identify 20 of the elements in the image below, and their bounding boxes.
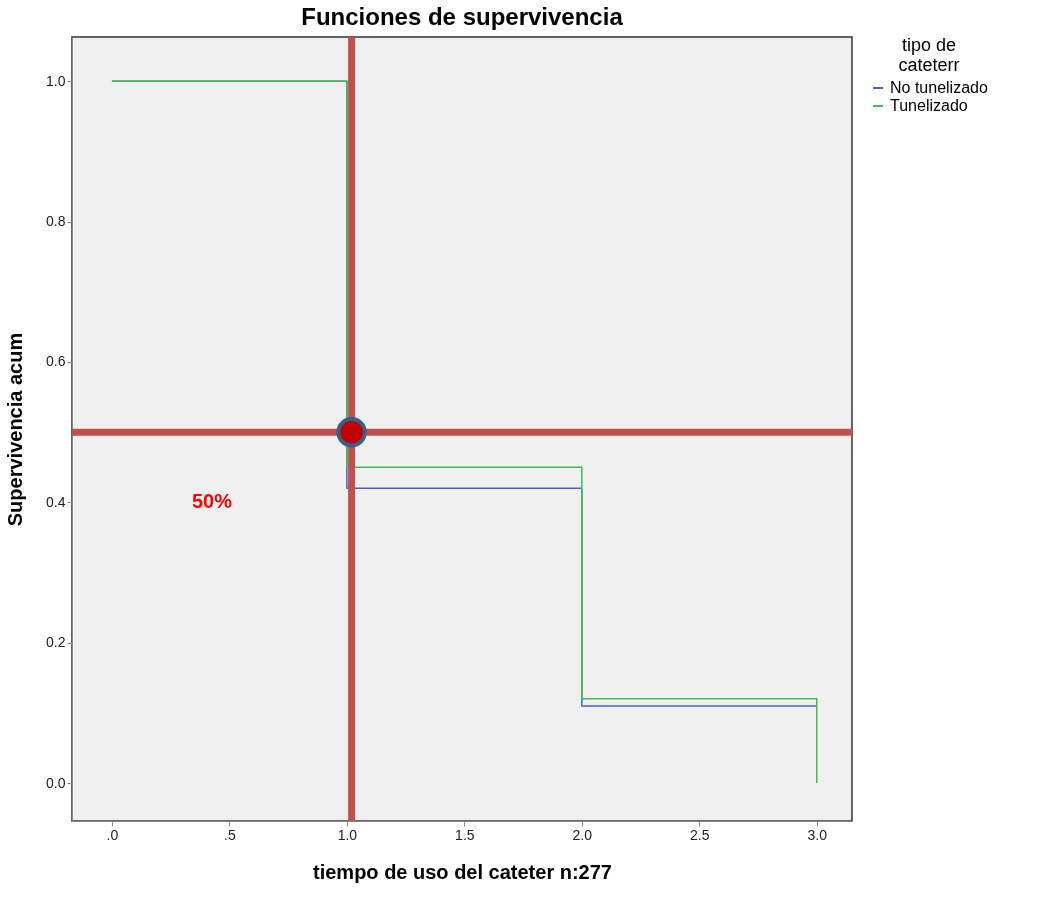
y-tick-label: 0.2: [46, 634, 66, 651]
legend-label: Tunelizado: [890, 97, 968, 114]
x-axis-title: tiempo de uso del cateter n:277: [313, 860, 612, 883]
y-tick-label: 0.0: [46, 774, 66, 791]
x-tick-label: 1.0: [337, 826, 358, 843]
x-tick-label: 3.0: [807, 826, 828, 843]
x-tick-label: 1.5: [455, 826, 475, 843]
x-tick-label: .5: [224, 826, 236, 843]
annotation: 50%: [191, 490, 233, 512]
y-tick-label: 0.8: [46, 213, 66, 230]
y-tick-label: 0.6: [46, 353, 66, 370]
chart-title: Funciones de supervivencia: [301, 2, 624, 30]
x-tick-label: .0: [106, 826, 119, 843]
x-tick-label: 2.5: [690, 826, 710, 843]
y-tick-label: 1.0: [46, 72, 66, 89]
x-tick-label: 2.0: [572, 826, 593, 843]
legend-label: No tunelizado: [890, 79, 988, 96]
y-tick-label: 0.4: [46, 493, 66, 510]
legend-title: tipo de cateterr: [898, 35, 960, 75]
y-axis-title: Supervivencia acum: [4, 332, 27, 527]
